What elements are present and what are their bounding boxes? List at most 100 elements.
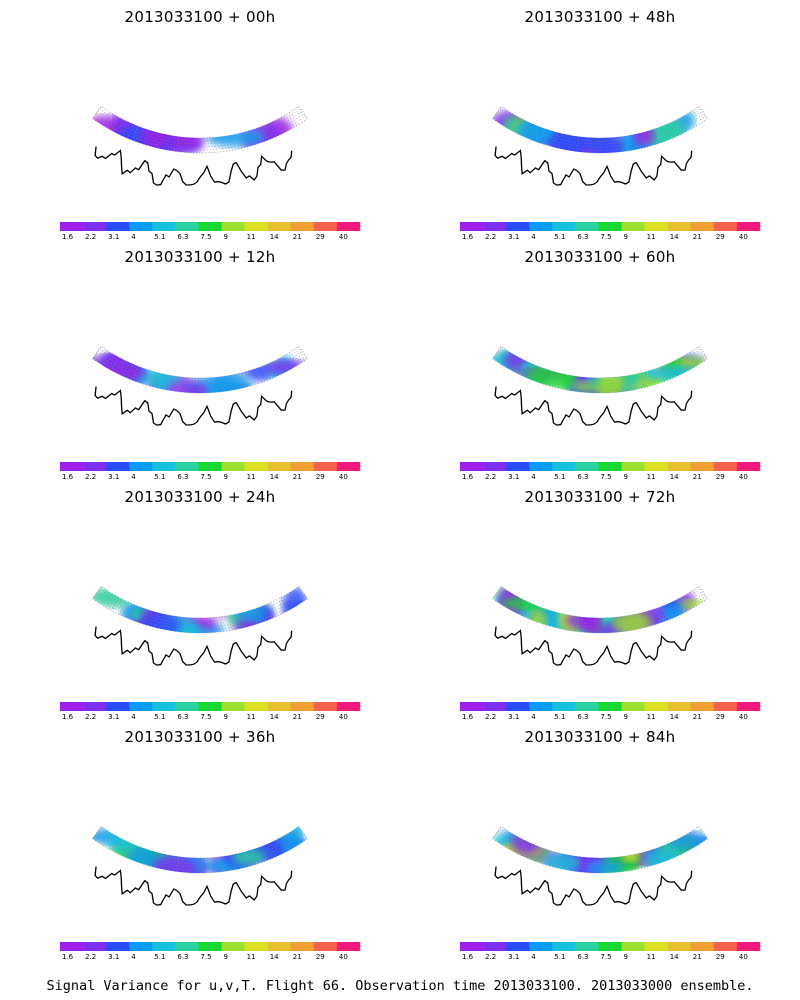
colorbar-swatch <box>713 462 738 471</box>
map-plot <box>491 105 709 186</box>
colorbar-swatch <box>129 702 153 711</box>
colorbar-swatch <box>336 942 361 951</box>
colorbar-label: 5.1 <box>554 473 565 480</box>
colorbar-label: 11 <box>247 953 256 960</box>
colorbar-label: 11 <box>247 473 256 480</box>
colorbar-swatch <box>736 462 761 471</box>
colorbar-label: 7.5 <box>200 473 211 480</box>
colorbar-swatch <box>60 942 84 951</box>
colorbar-label: 40 <box>339 713 348 720</box>
colorbar-swatch <box>575 702 599 711</box>
colorbar-label: 14 <box>670 953 679 960</box>
colorbar-label: 21 <box>693 473 702 480</box>
colorbar-label: 1.6 <box>462 713 474 720</box>
colorbar-swatch <box>198 222 222 231</box>
colorbar-label: 9 <box>224 713 228 720</box>
colorbar-swatch <box>221 222 245 231</box>
colorbar-swatch <box>267 222 292 231</box>
colorbar-swatch <box>598 462 622 471</box>
colorbar-label: 2.2 <box>485 473 496 480</box>
colorbar-swatch <box>552 462 576 471</box>
colorbar-label: 1.6 <box>462 953 474 960</box>
colorbar-swatch <box>460 702 484 711</box>
graticule <box>494 828 706 873</box>
colorbar-swatch <box>152 942 176 951</box>
variance-field <box>92 346 308 393</box>
colorbar-label: 2.2 <box>485 713 496 720</box>
colorbar-swatch <box>644 462 668 471</box>
variance-field <box>92 106 294 153</box>
colorbar-swatch <box>175 462 199 471</box>
colorbar-label: 11 <box>647 953 656 960</box>
colorbar-swatch <box>483 702 507 711</box>
variance-blob <box>183 382 210 393</box>
panel-title: 2013033100 + 12h <box>124 248 276 266</box>
colorbar-swatch <box>152 462 176 471</box>
colorbar: 1.6 2.2 3.1 4 5.1 6.3 7.5 9 11 14 21 29 40 <box>60 462 361 480</box>
map-plot <box>91 105 309 186</box>
colorbar-swatch <box>552 702 576 711</box>
colorbar-label: 6.3 <box>177 713 188 720</box>
variance-blob <box>152 854 198 873</box>
colorbar-swatch <box>598 942 622 951</box>
colorbar-swatch <box>106 702 130 711</box>
colorbar-label: 9 <box>624 713 628 720</box>
colorbar-label: 14 <box>270 713 279 720</box>
colorbar-swatch <box>621 942 645 951</box>
colorbar: 1.6 2.2 3.1 4 5.1 6.3 7.5 9 11 14 21 29 40 <box>460 702 761 720</box>
colorbar-label: 5.1 <box>154 713 165 720</box>
panel-title: 2013033100 + 84h <box>524 728 676 746</box>
colorbar-swatch <box>460 942 484 951</box>
colorbar-swatch <box>106 462 130 471</box>
colorbar-label: 1.6 <box>62 713 74 720</box>
colorbar-label: 40 <box>739 473 748 480</box>
colorbar-label: 29 <box>716 233 725 240</box>
colorbar-label: 4 <box>131 713 136 720</box>
colorbar-label: 7.5 <box>200 953 211 960</box>
colorbar-label: 5.1 <box>554 713 565 720</box>
variance-blob <box>632 123 655 147</box>
colorbar-label: 6.3 <box>177 473 188 480</box>
colorbar-swatch <box>129 942 153 951</box>
colorbar-label: 11 <box>647 233 656 240</box>
colorbar-swatch <box>152 222 176 231</box>
variance-blob <box>550 135 581 153</box>
colorbar-swatch <box>267 942 292 951</box>
figure-caption: Signal Variance for u,v,T. Flight 66. Ob… <box>46 978 754 994</box>
colorbar-label: 4 <box>131 953 136 960</box>
variance-blob <box>206 128 265 147</box>
colorbar-swatch <box>244 462 268 471</box>
colorbar-swatch <box>290 462 315 471</box>
colorbar-swatch <box>736 942 761 951</box>
colorbar-swatch <box>667 942 692 951</box>
colorbar-swatch <box>506 462 530 471</box>
colorbar-label: 14 <box>270 233 279 240</box>
colorbar-label: 3.1 <box>108 233 119 240</box>
map-plot <box>91 345 309 426</box>
colorbar-swatch <box>60 222 84 231</box>
colorbar-swatch <box>690 702 715 711</box>
colorbar-label: 1.6 <box>62 233 74 240</box>
colorbar-label: 6.3 <box>577 713 588 720</box>
colorbar-label: 29 <box>716 473 725 480</box>
colorbar-label: 40 <box>339 953 348 960</box>
colorbar-swatch <box>290 702 315 711</box>
colorbar-label: 40 <box>739 953 748 960</box>
colorbar: 1.6 2.2 3.1 4 5.1 6.3 7.5 9 11 14 21 29 40 <box>60 942 361 960</box>
colorbar-swatch <box>713 942 738 951</box>
colorbar-swatch <box>483 462 507 471</box>
colorbar-label: 40 <box>739 233 748 240</box>
colorbar-label: 21 <box>293 233 302 240</box>
colorbar-swatch <box>290 222 315 231</box>
coastline <box>494 146 693 186</box>
forecast-panel: 2013033100 + 12h 1.6 2.2 3.1 4 5.1 6.3 7.5 9 11 14… <box>0 240 400 480</box>
colorbar-label: 14 <box>270 953 279 960</box>
colorbar-swatch <box>198 702 222 711</box>
colorbar-swatch <box>313 942 338 951</box>
forecast-panel: 2013033100 + 84h 1.6 2.2 3.1 4 5.1 6.3 7.5 9 11 14… <box>400 720 800 960</box>
colorbar-swatch <box>83 462 107 471</box>
colorbar-label: 14 <box>670 473 679 480</box>
variance-blob <box>581 601 602 633</box>
colorbar-label: 1.6 <box>462 473 474 480</box>
colorbar-swatch <box>198 942 222 951</box>
